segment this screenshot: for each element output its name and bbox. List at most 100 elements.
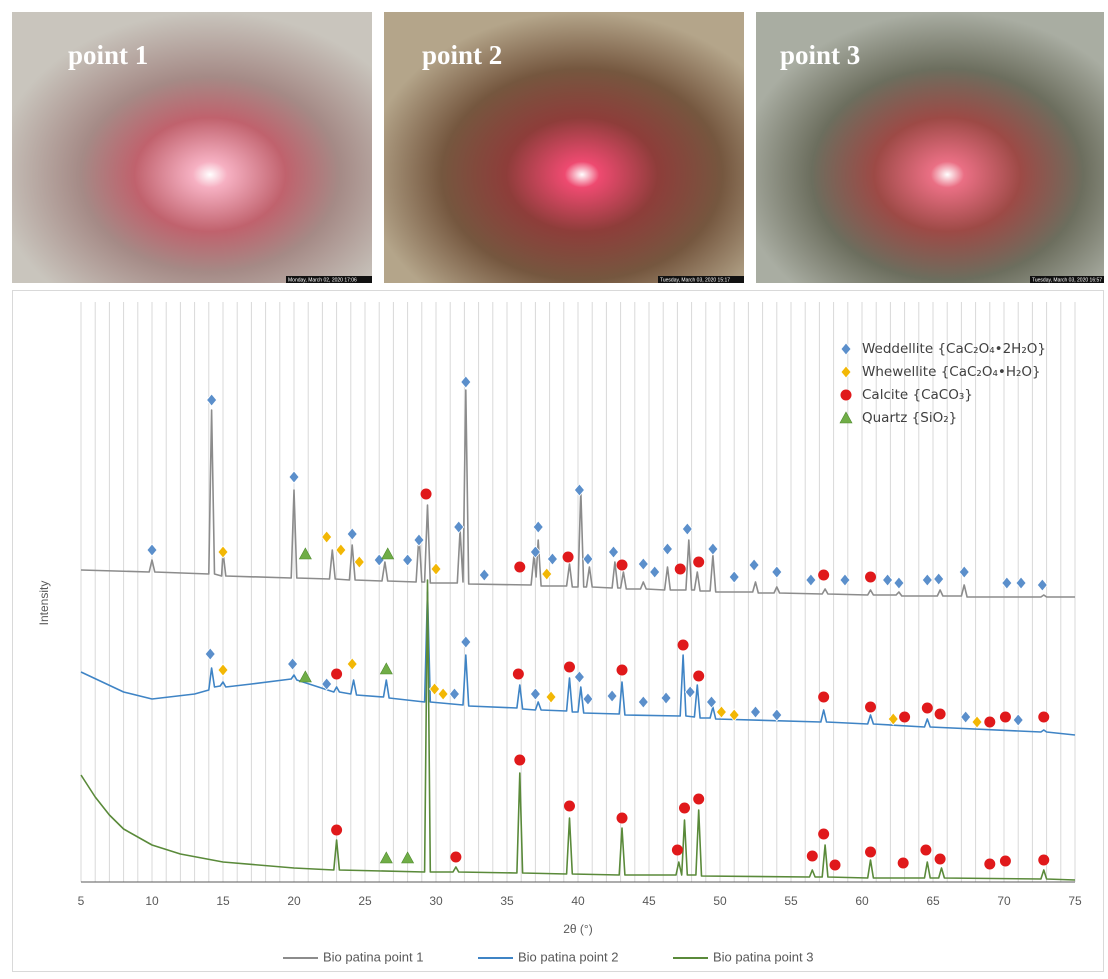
marker (381, 547, 395, 560)
marker (298, 547, 312, 560)
x-tick-label: 60 (855, 894, 869, 908)
marker (287, 657, 299, 671)
marker (532, 520, 544, 534)
marker (204, 647, 216, 661)
marker (649, 565, 661, 579)
marker (984, 858, 996, 870)
marker (453, 520, 465, 534)
marker (563, 800, 575, 812)
marker (346, 657, 358, 671)
marker (681, 522, 693, 536)
x-tick-label: 45 (642, 894, 656, 908)
marker (146, 543, 158, 557)
marker (607, 545, 620, 559)
marker (478, 568, 490, 582)
marker (460, 635, 472, 649)
marker (748, 558, 760, 572)
marker (450, 851, 462, 863)
marker (379, 851, 393, 864)
marker (661, 542, 673, 556)
legend-marker (840, 389, 852, 401)
marker (331, 668, 343, 680)
legend-label: Whewellite {CaC₂O₄•H₂O} (862, 364, 1041, 380)
legend-label: Calcite {CaCO₃} (862, 387, 973, 403)
marker (430, 562, 442, 576)
marker (512, 668, 524, 680)
marker (460, 375, 472, 389)
marker (933, 572, 945, 586)
marker (288, 470, 300, 484)
marker (1038, 854, 1050, 866)
marker (934, 708, 946, 720)
marker (684, 685, 696, 699)
marker (582, 692, 594, 706)
stamp-box (286, 276, 372, 283)
legend-label: Bio patina point 1 (323, 949, 423, 964)
marker (728, 708, 740, 722)
x-tick-label: 20 (287, 894, 301, 908)
marker (206, 393, 218, 407)
marker (1038, 711, 1050, 723)
marker (514, 754, 526, 766)
marker (1012, 713, 1024, 727)
marker (865, 701, 877, 713)
marker (321, 677, 333, 691)
marker (771, 708, 783, 722)
legend-label: Weddellite {CaC₂O₄•2H₂O} (862, 341, 1046, 357)
legend-label: Bio patina point 2 (518, 949, 618, 964)
marker (402, 553, 414, 567)
marker (637, 695, 649, 709)
stamp-box (658, 276, 744, 283)
marker (999, 855, 1011, 867)
marker (897, 857, 909, 869)
marker (705, 695, 718, 709)
x-tick-label: 15 (216, 894, 230, 908)
x-tick-label: 70 (997, 894, 1011, 908)
x-axis-label: 2θ (°) (563, 922, 592, 936)
marker (582, 552, 594, 566)
marker (771, 565, 783, 579)
x-tick-label: 5 (78, 894, 85, 908)
timestamp: Tuesday, March 03, 2020 16:57 (1032, 277, 1102, 283)
marker (448, 687, 460, 701)
marker (920, 844, 932, 856)
x-tick-label: 35 (500, 894, 514, 908)
x-tick-label: 55 (784, 894, 798, 908)
marker (818, 828, 830, 840)
x-tick-label: 75 (1068, 894, 1082, 908)
marker (321, 530, 333, 544)
marker (616, 559, 628, 571)
legend-marker (840, 365, 852, 379)
marker (346, 527, 358, 541)
marker (429, 682, 441, 696)
photo-label: point 2 (422, 40, 502, 70)
marker (829, 859, 841, 871)
marker (693, 670, 705, 682)
marker (728, 570, 740, 584)
marker (606, 689, 618, 703)
marker (529, 687, 541, 701)
photo (384, 12, 744, 283)
marker (616, 812, 628, 824)
series-line (80, 579, 1076, 881)
x-tick-label: 25 (358, 894, 372, 908)
x-tick-label: 50 (713, 894, 727, 908)
x-tick-label: 65 (926, 894, 940, 908)
marker (921, 573, 933, 587)
marker (541, 567, 553, 581)
marker (298, 670, 312, 683)
marker (1036, 578, 1048, 592)
marker (437, 687, 449, 701)
legend-label: Bio patina point 3 (713, 949, 813, 964)
stamp-box (1030, 276, 1104, 283)
x-tick-label: 40 (571, 894, 585, 908)
marker (677, 639, 689, 651)
marker (839, 573, 851, 587)
marker (379, 662, 393, 675)
marker (899, 711, 911, 723)
marker (984, 716, 996, 728)
marker (715, 705, 727, 719)
marker (960, 710, 972, 724)
marker (573, 483, 585, 497)
